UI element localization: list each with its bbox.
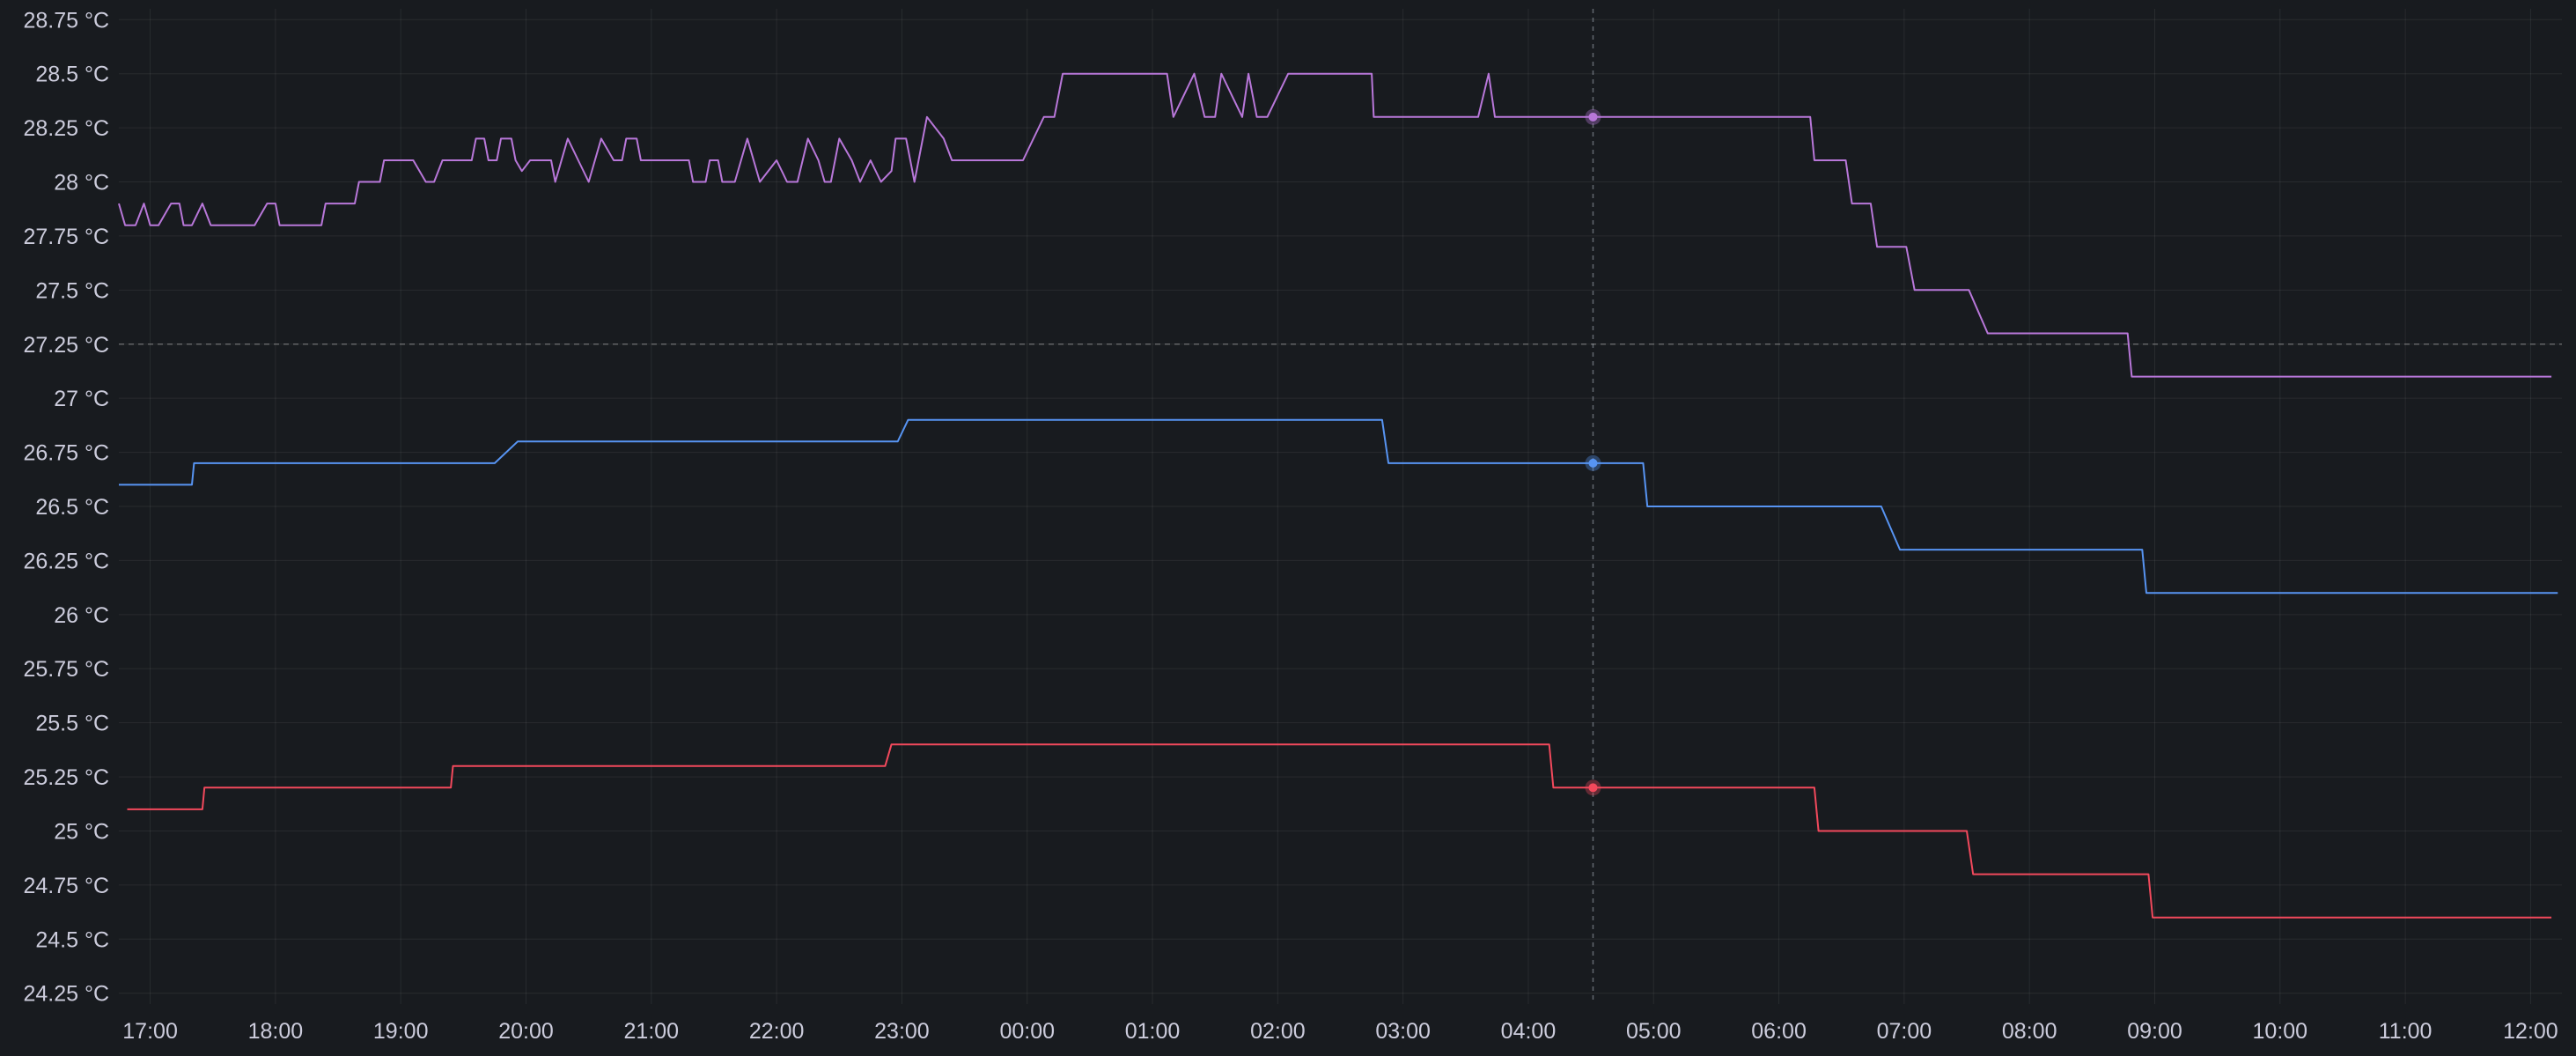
hover-point-2[interactable]: [1588, 458, 1598, 468]
y-tick-label: 26.5 °C: [35, 495, 109, 520]
grid: [119, 9, 2562, 1004]
series-layer: [118, 72, 2558, 919]
series-line-3: [127, 743, 2552, 919]
x-tick-label: 07:00: [1877, 1019, 1932, 1044]
y-axis: 24.25 °C 24.5 °C 24.75 °C 25 °C 25.25 °C 25.5…: [23, 8, 109, 1006]
x-tick-label: 00:00: [999, 1019, 1055, 1044]
y-tick-label: 25.5 °C: [35, 712, 109, 736]
x-tick-label: 18:00: [248, 1019, 304, 1044]
y-tick-label: 28.75 °C: [23, 8, 109, 33]
y-tick-label: 27.75 °C: [23, 225, 109, 249]
x-tick-label: 05:00: [1626, 1019, 1682, 1044]
x-tick-label: 17:00: [122, 1019, 178, 1044]
x-tick-label: 04:00: [1501, 1019, 1557, 1044]
y-tick-label: 24.25 °C: [23, 982, 109, 1007]
y-tick-label: 25.25 °C: [23, 765, 109, 790]
y-tick-label: 26 °C: [54, 603, 109, 628]
y-tick-label: 28 °C: [54, 171, 109, 196]
x-tick-label: 08:00: [2002, 1019, 2057, 1044]
x-tick-label: 09:00: [2127, 1019, 2182, 1044]
y-tick-label: 26.75 °C: [23, 441, 109, 466]
y-tick-label: 26.25 °C: [23, 549, 109, 573]
x-tick-label: 06:00: [1751, 1019, 1807, 1044]
hover-point-3[interactable]: [1588, 783, 1598, 793]
x-tick-label: 22:00: [749, 1019, 805, 1044]
x-tick-label: 10:00: [2253, 1019, 2308, 1044]
x-tick-label: 21:00: [624, 1019, 680, 1044]
x-tick-label: 03:00: [1375, 1019, 1431, 1044]
x-tick-label: 12:00: [2503, 1019, 2558, 1044]
y-tick-label: 27 °C: [54, 387, 109, 411]
x-tick-label: 11:00: [2379, 1019, 2432, 1044]
y-tick-label: 24.75 °C: [23, 874, 109, 898]
y-tick-label: 28.5 °C: [35, 63, 109, 87]
y-tick-label: 25.75 °C: [23, 657, 109, 682]
y-tick-label: 28.25 °C: [23, 116, 109, 141]
x-tick-label: 20:00: [498, 1019, 554, 1044]
y-tick-label: 27.25 °C: [23, 333, 109, 358]
x-tick-label: 01:00: [1125, 1019, 1181, 1044]
x-tick-label: 23:00: [874, 1019, 930, 1044]
series-line-1: [118, 72, 2552, 378]
x-tick-label: 19:00: [373, 1019, 429, 1044]
hover-point-1[interactable]: [1588, 112, 1598, 122]
y-tick-label: 25 °C: [54, 819, 109, 844]
x-tick-label: 02:00: [1250, 1019, 1306, 1044]
series-line-2: [119, 418, 2558, 594]
x-axis: 17:00 18:00 19:00 20:00 21:00 22:00 23:00 00:00…: [122, 1019, 2558, 1044]
y-tick-label: 24.5 °C: [35, 927, 109, 952]
cursor-layer: [1585, 9, 1601, 1004]
y-tick-label: 27.5 °C: [35, 278, 109, 303]
